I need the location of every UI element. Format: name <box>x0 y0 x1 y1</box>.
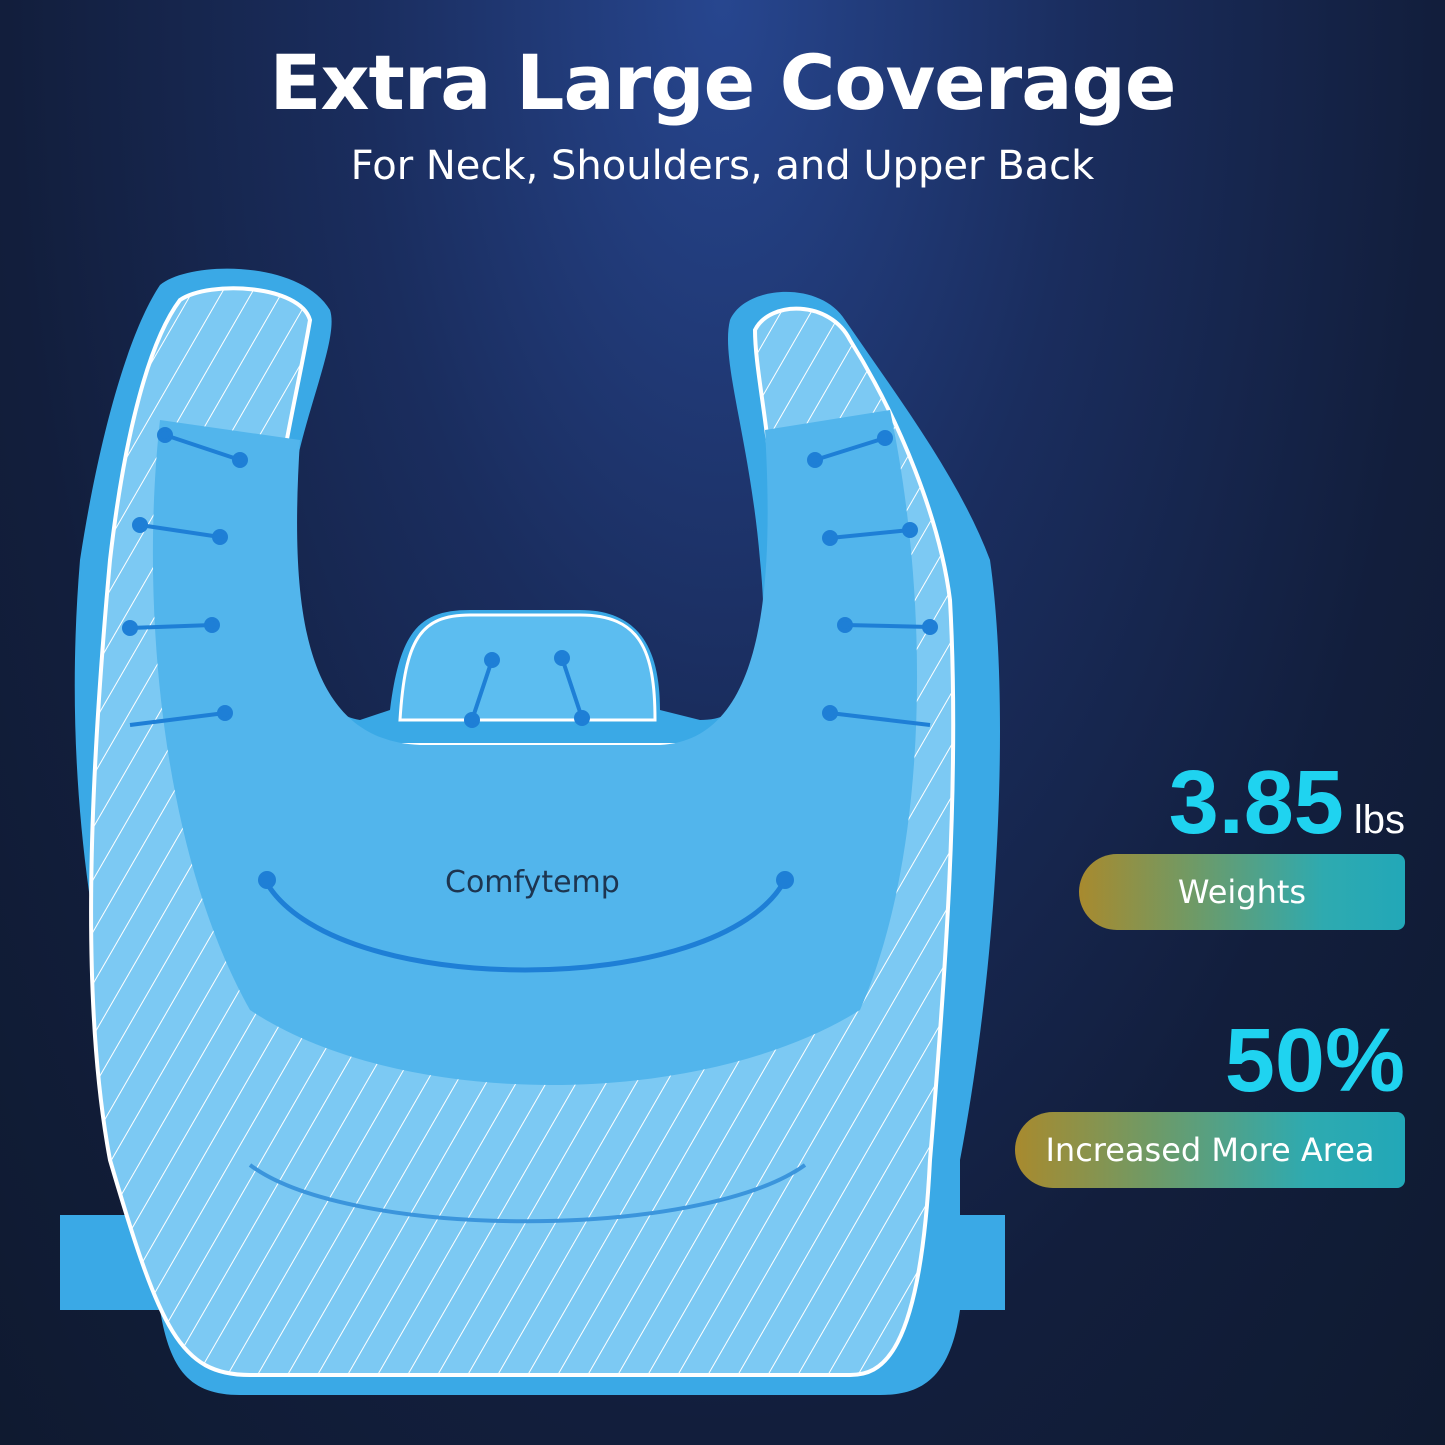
weight-value: 3.85 <box>1168 753 1344 853</box>
seam-line <box>262 878 788 973</box>
seam-line-lower <box>248 1163 807 1224</box>
brand-logo: Comfytemp <box>445 865 620 900</box>
area-label-pill: Increased More Area <box>1015 1112 1405 1188</box>
central-gel-area <box>152 410 918 1085</box>
weight-stat: 3.85 lbs <box>1169 752 1405 855</box>
subheadline: For Neck, Shoulders, and Upper Back <box>350 143 1095 189</box>
headline: Extra Large Coverage <box>269 38 1177 127</box>
area-stat: 50% <box>1224 1011 1405 1111</box>
neck-tab <box>398 613 657 722</box>
weight-label-pill: Weights <box>1079 854 1405 930</box>
seam-dots <box>122 427 938 889</box>
weight-unit: lbs <box>1353 798 1405 842</box>
